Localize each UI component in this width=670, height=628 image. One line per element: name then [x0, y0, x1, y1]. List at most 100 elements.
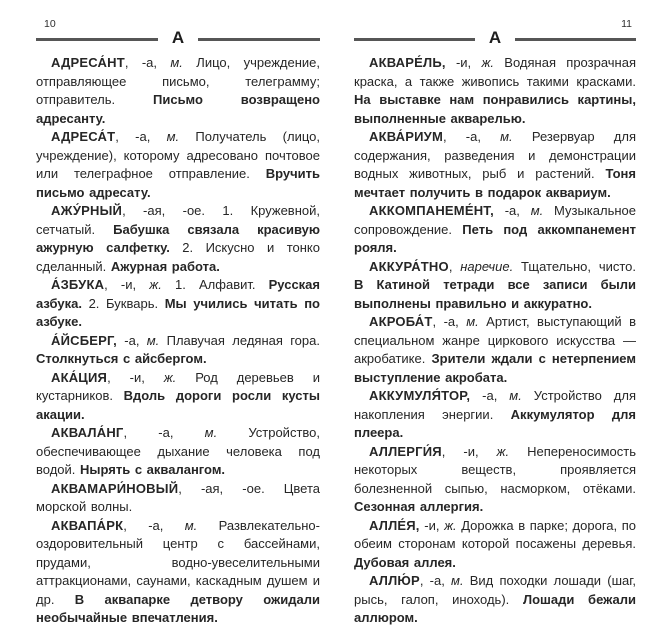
entry-headword: АЛЛЕРГИ́Я [369, 443, 442, 459]
entry-headword: АЖУ́РНЫЙ [51, 203, 123, 218]
entry-text: В Катиной тетради все записи были выполн… [354, 277, 636, 311]
entry-text: ж. [481, 55, 495, 70]
entry-text: , -а, [419, 573, 452, 588]
dictionary-entry: АКВАЛА́НГ, -а, м. Устройство, обеспечива… [36, 424, 320, 480]
entry-text: Бабушка связала красивую ажурную салфетк… [36, 221, 320, 256]
entry-headword: АКВАМАРИ́НОВЫЙ [51, 480, 179, 496]
entry-text: Резервуар для содержания, разведения и д… [354, 129, 636, 181]
dictionary-entry: АККУРА́ТНО, наречие. Тщательно, чисто. В… [354, 258, 636, 314]
entry-text: Водяная прозрачная краска, а также живоп… [354, 55, 636, 89]
dictionary-entry: АЖУ́РНЫЙ, -ая, -ое. 1. Кружевной, сетчат… [36, 202, 320, 276]
page-right-header: 11 А [354, 18, 636, 48]
entry-text: м. [466, 314, 479, 329]
dictionary-entry: АЛЛЮ́Р, -а, м. Вид походки лошади (шаг, … [354, 572, 636, 628]
entry-text: Устройство, обеспечивающее дыхание челов… [36, 425, 320, 477]
entry-headword: АКВАПА́РК [51, 517, 124, 533]
entry-text: -а, [493, 203, 531, 218]
entry-text: Тщательно, чисто. [513, 258, 636, 274]
entry-text: Мы учились читать по азбуке. [36, 295, 320, 330]
entry-text: Артист, выступающий в специальном жанре … [354, 314, 636, 366]
entry-text: , -и, [107, 369, 164, 385]
entry-headword: АЛЛЕ́Я, [369, 517, 420, 533]
entry-text: ж. [163, 369, 177, 385]
entry-headword: АДРЕСА́НТ [51, 55, 125, 70]
dictionary-entry: АДРЕСА́НТ, -а, м. Лицо, учреждение, отпр… [36, 54, 320, 128]
header-rule [36, 38, 158, 41]
entry-text: , -а, [123, 517, 185, 533]
dictionary-entry: АКРОБА́Т, -а, м. Артист, выступающий в с… [354, 313, 636, 387]
entry-text: -а, [116, 332, 147, 348]
entry-text: Лицо, учреждение, отправляющее письмо, т… [36, 55, 320, 107]
entry-text: В аквапарке детвору ожидали необычайные … [36, 591, 320, 626]
entry-headword: АККОМПАНЕМЕ́НТ, [369, 203, 494, 218]
entry-text: 1. Алфавит. [161, 277, 269, 292]
entry-text: Сезонная аллергия. [354, 499, 484, 514]
page-number-right: 11 [621, 18, 632, 30]
entry-text: , -ая, -ое. Цвета морской волны. [36, 480, 320, 515]
entry-text: м. [509, 388, 522, 403]
entry-text: Устройство для накопления энергии. [354, 388, 636, 422]
entry-headword: А́ЙСБЕРГ, [51, 332, 117, 348]
entry-text: м. [170, 55, 183, 70]
entry-headword: АКА́ЦИЯ [51, 369, 108, 385]
header-row-right: А [354, 28, 636, 48]
entry-text: -и, [445, 55, 482, 70]
entry-headword: АКВАРЕ́ЛЬ, [369, 55, 446, 70]
entry-text: 2. Искусно и тонко сделанный. [36, 240, 320, 274]
entry-text: , [448, 258, 461, 274]
dictionary-entry: АЛЛЕ́Я, -и, ж. Дорожка в парке; дорога, … [354, 517, 636, 573]
dictionary-spread: 10 А АДРЕСА́НТ, -а, м. Лицо, учреждение,… [36, 18, 636, 625]
entry-text: Вручить письмо адресату. [36, 166, 320, 200]
entry-headword: АКВА́РИУМ [369, 129, 443, 144]
page-left-header: 10 А [36, 18, 320, 48]
entry-headword: АККУМУЛЯ́ТОР, [369, 388, 471, 403]
dictionary-entry: АДРЕСА́Т, -а, м. Получатель (лицо, учреж… [36, 128, 320, 202]
dictionary-entry: АККОМПАНЕМЕ́НТ, -а, м. Музыкальное сопро… [354, 202, 636, 258]
section-letter-left: А [171, 28, 185, 47]
header-row-left: А [36, 28, 320, 48]
dictionary-entry: АКВА́РИУМ, -а, м. Резервуар для содержан… [354, 128, 636, 202]
dictionary-entry: АКВАРЕ́ЛЬ, -и, ж. Водяная прозрачная кра… [354, 54, 636, 128]
entry-text: м. [500, 129, 513, 144]
entry-text: м. [166, 129, 180, 144]
entry-text: , -ая, -ое. 1. Кружевной, сетчатый. [36, 203, 320, 237]
section-letter-right: А [488, 28, 502, 47]
entry-text: Нырять с аквалангом. [80, 462, 226, 477]
entry-text: Непереносимость некоторых веществ, прояв… [354, 443, 636, 496]
entry-text: Аккумулятор для плеера. [354, 406, 637, 441]
entry-text: Музыкальное сопровождение. [354, 203, 636, 237]
entry-headword: АДРЕСА́Т [51, 129, 116, 144]
entry-headword: АЛЛЮ́Р [369, 573, 420, 588]
entry-text: На выставке нам понравились картины, вып… [354, 92, 636, 126]
entry-text: м. [204, 425, 218, 440]
entry-text: ж. [444, 517, 457, 533]
entry-text: Получатель (лицо, учреждение), которому … [36, 129, 320, 181]
page-right-entries: АКВАРЕ́ЛЬ, -и, ж. Водяная прозрачная кра… [354, 54, 636, 628]
entry-text: м. [184, 517, 198, 533]
page-right: 11 А АКВАРЕ́ЛЬ, -и, ж. Водяная прозрачна… [354, 18, 636, 628]
entry-text: м. [530, 203, 544, 218]
entry-headword: АККУРА́ТНО [369, 258, 449, 274]
entry-text: , -и, [441, 443, 497, 459]
entry-headword: АКРОБА́Т [369, 314, 433, 329]
entry-text: м. [451, 573, 464, 588]
entry-text: -а, [470, 388, 510, 403]
entry-text: , -а, [432, 314, 467, 329]
header-rule [354, 38, 475, 41]
entry-text: Дубовая аллея. [354, 554, 456, 570]
entry-text: ж. [149, 277, 162, 292]
header-rule [515, 38, 636, 41]
entry-text: 2. Букварь. [88, 295, 165, 311]
entry-text: , -и, [104, 277, 150, 292]
dictionary-entry: АКА́ЦИЯ, -и, ж. Род деревьев и кустарник… [36, 369, 320, 425]
dictionary-entry: АЛЛЕРГИ́Я, -и, ж. Непереносимость некото… [354, 443, 636, 517]
entry-text: , -а, [123, 425, 205, 440]
entry-text: Тоня мечтает получить в подарок аквариум… [354, 166, 636, 200]
dictionary-entry: А́ЗБУКА, -и, ж. 1. Алфавит. Русская азбу… [36, 276, 320, 332]
dictionary-entry: АККУМУЛЯ́ТОР, -а, м. Устройство для нако… [354, 387, 636, 443]
entry-text: м. [146, 332, 160, 348]
entry-text: Ажурная работа. [110, 258, 220, 274]
page-number-left: 10 [44, 18, 56, 30]
entry-text: Петь под аккомпанемент рояля. [354, 221, 636, 256]
entry-text: -и, [419, 517, 445, 533]
